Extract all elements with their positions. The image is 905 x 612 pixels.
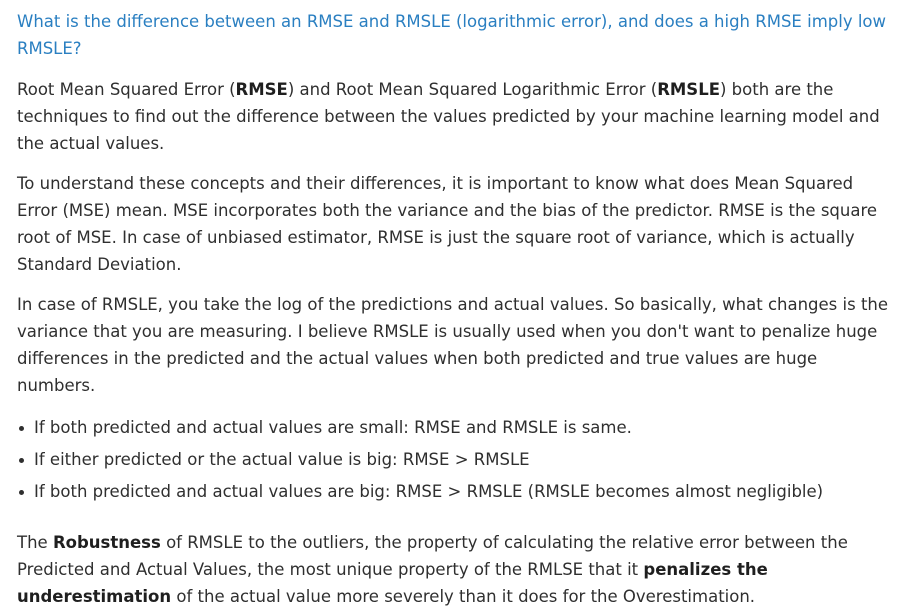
- text-run: The: [17, 533, 53, 552]
- bold-term-rmsle: RMSLE: [657, 80, 720, 99]
- bold-term-underestimation: penalizes the underestimation: [17, 560, 768, 606]
- bullet-dot-icon: [19, 458, 24, 463]
- text-run: of RMSLE to the outliers, the property o…: [17, 533, 848, 579]
- list-item-text: If either predicted or the actual value …: [34, 450, 530, 469]
- list-item: If either predicted or the actual value …: [19, 444, 889, 476]
- list-item-text: If both predicted and actual values are …: [34, 482, 824, 501]
- paragraph-intro: Root Mean Squared Error (RMSE) and Root …: [17, 76, 889, 157]
- text-run: ) both are the techniques to find out th…: [17, 80, 880, 153]
- text-run: of the actual value more severely than i…: [171, 587, 756, 606]
- comparison-list: If both predicted and actual values are …: [17, 412, 889, 508]
- text-run: Root Mean Squared Error (: [17, 80, 236, 99]
- bold-term-rmse: RMSE: [235, 80, 288, 99]
- paragraph-robustness: The Robustness of RMSLE to the outliers,…: [17, 529, 889, 610]
- bullet-dot-icon: [19, 426, 24, 431]
- question-heading: What is the difference between an RMSE a…: [17, 12, 887, 58]
- bullet-dot-icon: [19, 490, 24, 495]
- bold-term-robustness: Robustness: [52, 533, 161, 552]
- list-item-text: If both predicted and actual values are …: [34, 418, 632, 437]
- text-run: ) and Root Mean Squared Logarithmic Erro…: [287, 80, 658, 99]
- list-item: If both predicted and actual values are …: [19, 412, 889, 444]
- paragraph-mse: To understand these concepts and their d…: [17, 174, 878, 274]
- list-item: If both predicted and actual values are …: [19, 476, 889, 508]
- paragraph-rmsle: In case of RMSLE, you take the log of th…: [17, 295, 889, 395]
